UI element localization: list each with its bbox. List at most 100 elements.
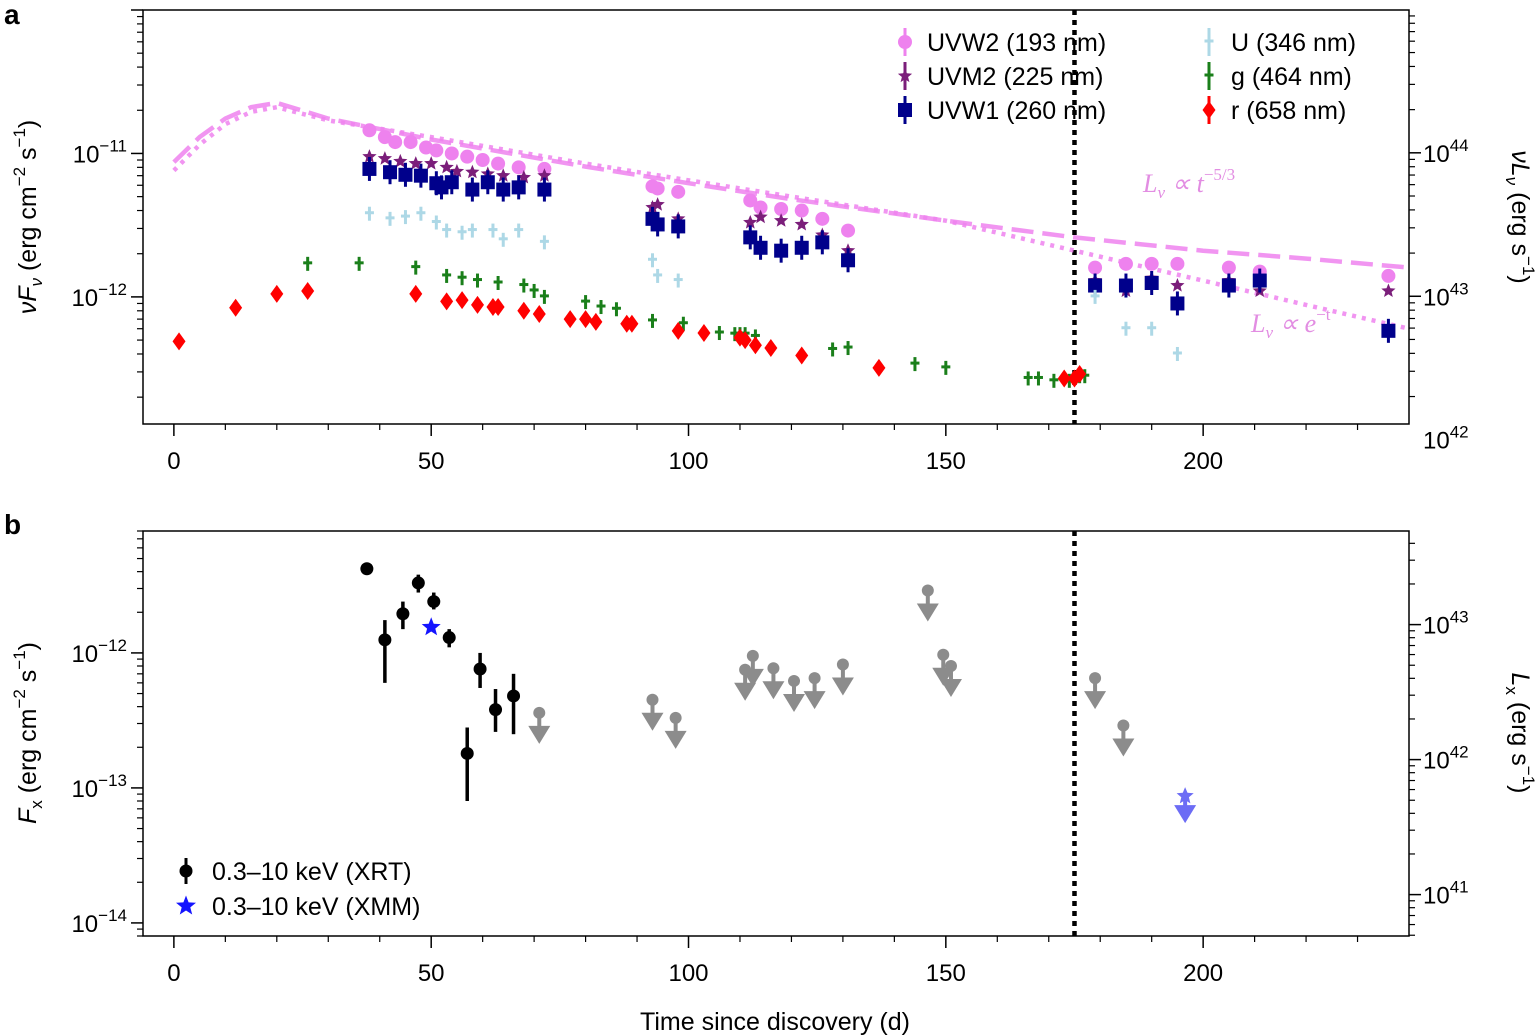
data-point <box>409 284 423 303</box>
data-point <box>488 223 498 238</box>
data-point <box>1381 323 1396 338</box>
data-point <box>650 181 665 196</box>
panel-b-right-axis-label: Lx (erg s−1) <box>1502 673 1538 794</box>
data-point <box>743 193 758 208</box>
upper-limit-arrow <box>783 674 806 712</box>
data-point <box>1221 260 1236 275</box>
upper-limit-arrow <box>664 711 687 749</box>
data-point <box>496 182 511 197</box>
panel-a-ytick-right-label-0: 1044 <box>1423 136 1469 168</box>
data-point <box>378 633 392 647</box>
data-point <box>480 175 495 190</box>
data-point <box>774 201 789 216</box>
data-point <box>743 215 758 229</box>
data-point <box>753 209 768 224</box>
data-point <box>411 576 425 590</box>
data-point <box>1023 371 1033 386</box>
panel-a-ytick-right-label-1: 1043 <box>1423 279 1469 311</box>
panel-b-ytick-left-label-2: 10−14 <box>71 906 127 938</box>
data-point <box>764 339 778 358</box>
data-point <box>625 314 639 333</box>
data-point <box>794 203 809 218</box>
panel-b-ytick-left-label-1: 10−13 <box>71 771 127 803</box>
data-point <box>539 235 549 250</box>
data-point <box>941 360 951 375</box>
data-point <box>828 342 838 357</box>
data-point <box>489 703 503 717</box>
data-point <box>1170 278 1185 292</box>
data-point <box>442 268 452 283</box>
data-point <box>354 256 364 271</box>
data-point <box>440 292 454 311</box>
data-point <box>514 223 524 238</box>
data-point <box>1221 278 1236 293</box>
legend-marker <box>1202 101 1216 119</box>
data-point <box>511 180 526 195</box>
data-point <box>774 213 789 227</box>
data-point <box>473 273 483 288</box>
data-point <box>589 312 603 331</box>
panel-a-xtick-label-200: 200 <box>1183 448 1223 475</box>
data-point <box>362 161 377 176</box>
data-point <box>532 304 546 323</box>
data-point <box>360 562 374 576</box>
series-4 <box>303 256 1090 388</box>
data-point <box>671 321 685 340</box>
data-point <box>408 156 423 170</box>
legend-item-2: UVW1 (260 nm) <box>898 96 1106 125</box>
data-point <box>442 223 452 238</box>
data-point <box>841 253 856 268</box>
panel-a-optical-uv: 0 50 100 150 200 10−11 10−12 1044 1043 1042 a UVW2 … <box>4 0 1538 475</box>
data-point <box>229 298 243 317</box>
legend-marker <box>898 103 912 117</box>
data-point <box>537 168 552 182</box>
panel-b-xtick-label-0: 0 <box>167 960 180 987</box>
data-point <box>516 170 531 184</box>
series-xrt <box>360 562 521 801</box>
legend-label: UVW1 (260 nm) <box>927 97 1106 125</box>
data-point <box>457 271 467 286</box>
panel-a-xtick-label-0: 0 <box>167 448 180 475</box>
data-point <box>449 163 465 178</box>
data-point <box>303 256 313 271</box>
data-point <box>460 746 474 760</box>
data-point <box>910 357 920 372</box>
xmm-data-point <box>421 617 441 636</box>
panel-b-ytick-right-label-2: 1041 <box>1423 878 1469 910</box>
data-point <box>393 153 408 168</box>
data-point <box>377 151 392 165</box>
data-point <box>748 336 762 355</box>
data-point <box>1088 278 1103 293</box>
data-point <box>413 168 428 183</box>
panel-b-left-axis-label: Fx (erg cm−2 s−1) <box>10 642 46 824</box>
legend-marker <box>1204 69 1214 83</box>
data-point <box>753 240 768 255</box>
data-point <box>444 146 459 161</box>
data-point <box>362 149 377 163</box>
data-point <box>1170 256 1185 271</box>
data-point <box>1118 256 1133 271</box>
data-point <box>1073 365 1087 384</box>
data-point <box>650 217 665 232</box>
data-point <box>753 200 768 215</box>
data-point <box>794 216 809 231</box>
data-point <box>1381 283 1396 297</box>
data-point <box>1381 268 1396 283</box>
data-point <box>537 182 552 197</box>
data-point <box>442 631 456 645</box>
data-point <box>364 206 374 221</box>
upper-limit-arrow <box>939 660 962 697</box>
data-point <box>596 300 606 315</box>
data-point <box>460 149 475 164</box>
upper-limit-arrow <box>762 662 785 700</box>
data-point <box>1088 260 1103 275</box>
data-point <box>645 200 660 214</box>
series-5 <box>172 281 1087 388</box>
data-point <box>465 164 480 179</box>
legend-panel-a: UVW2 (193 nm) UVM2 (225 nm) UVW1 (260 nm) U… <box>897 28 1356 125</box>
panel-a-right-axis-label: νLν (erg s−1) <box>1502 150 1538 283</box>
data-point <box>431 215 441 230</box>
legend-panel-b: 0.3–10 keV (XRT) 0.3–10 keV (XMM) <box>176 858 420 921</box>
panel-b-plot-frame <box>142 530 1410 937</box>
